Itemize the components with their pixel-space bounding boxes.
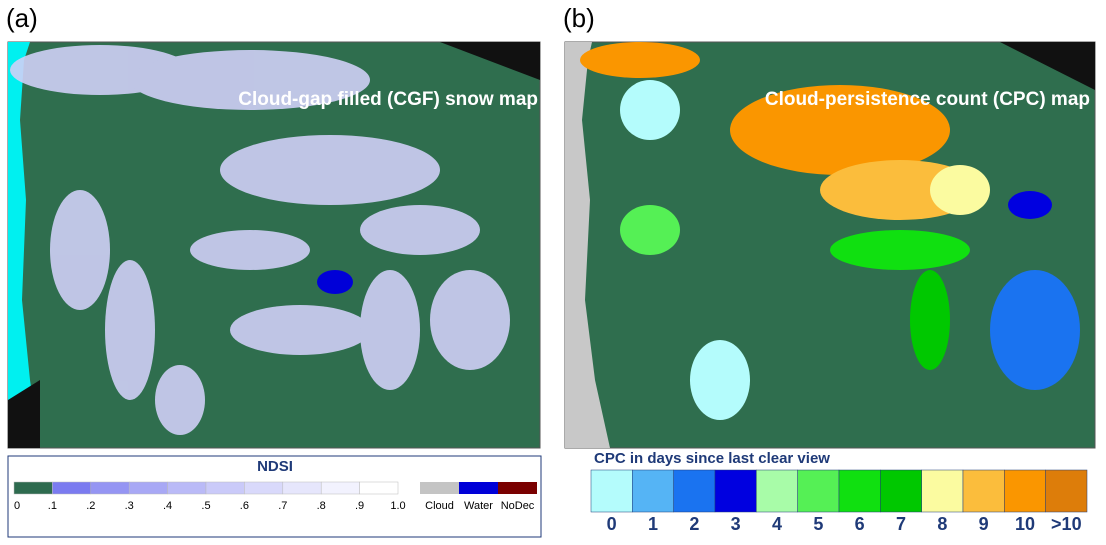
ndsi-tick-label: .9 <box>355 500 364 512</box>
panel-title: Cloud-gap filled (CGF) snow map <box>238 89 538 110</box>
class-swatch <box>459 482 498 494</box>
class-swatch <box>420 482 459 494</box>
ndsi-swatch <box>282 481 322 495</box>
cpc-tick-label: 2 <box>689 514 699 534</box>
ndsi-tick-label: 1.0 <box>390 500 405 512</box>
panel-label: (b) <box>563 3 595 33</box>
ndsi-swatch <box>52 481 92 495</box>
cpc-area <box>620 205 680 255</box>
no-data <box>440 42 540 80</box>
cpc-swatch <box>714 469 757 513</box>
cpc-tick-label: 3 <box>731 514 741 534</box>
class-swatch <box>498 482 537 494</box>
cpc-area <box>990 270 1080 390</box>
ndsi-swatch <box>167 481 207 495</box>
cpc-swatch <box>590 469 633 513</box>
snow-cover <box>10 45 510 435</box>
cpc-swatch <box>880 469 922 513</box>
cpc-swatch <box>673 469 716 513</box>
lake <box>317 270 353 294</box>
cpc-area <box>730 85 950 175</box>
cpc-area <box>580 42 700 78</box>
ndsi-swatch <box>359 481 399 495</box>
map-b <box>564 41 1096 449</box>
cpc-tick-label: 5 <box>813 514 823 534</box>
class-label: Cloud <box>425 500 454 512</box>
ndsi-tick-label: .7 <box>278 500 287 512</box>
cpc-area <box>690 340 750 420</box>
cpc-area <box>930 165 990 215</box>
ocean <box>565 42 610 448</box>
ndsi-tick-label: .4 <box>163 500 172 512</box>
cpc-swatch <box>1045 469 1088 513</box>
ocean <box>8 42 40 448</box>
ndsi-tick-label: 0 <box>14 500 20 512</box>
cpc-tick-label: 0 <box>607 514 617 534</box>
ndsi-swatch <box>244 481 284 495</box>
cpc-area <box>910 270 950 370</box>
dynamic-layer: (a) Cloud-gap filled (CGF) snow map (b) Clo… <box>6 3 1090 534</box>
cpc-area <box>620 80 680 140</box>
cpc-area <box>1008 191 1052 219</box>
cpc-swatch <box>838 469 881 513</box>
cpc-tick-label: 7 <box>896 514 906 534</box>
class-label: Water <box>464 500 493 512</box>
ndsi-tick-label: .8 <box>317 500 326 512</box>
legend-title: CPC in days since last clear view <box>594 450 830 467</box>
cpc-tick-label: 10 <box>1015 514 1035 534</box>
no-data <box>1000 42 1095 90</box>
cpc-tick-label: 4 <box>772 514 782 534</box>
cpc-tick-label: >10 <box>1051 514 1082 534</box>
cpc-area <box>830 230 970 270</box>
cpc-tick-label: 8 <box>937 514 947 534</box>
map-a <box>7 41 541 449</box>
cpc-swatch <box>921 469 964 513</box>
panel-label: (a) <box>6 3 38 33</box>
legend-frame <box>7 455 542 538</box>
ndsi-swatch <box>13 481 53 495</box>
ndsi-swatch <box>320 481 360 495</box>
cpc-swatch <box>962 469 1005 513</box>
ndsi-tick-label: .6 <box>240 500 249 512</box>
cpc-swatch <box>1004 469 1046 513</box>
no-data <box>8 380 40 448</box>
cpc-swatch <box>632 469 674 513</box>
ndsi-tick-label: .2 <box>86 500 95 512</box>
cpc-tick-label: 1 <box>648 514 658 534</box>
ndsi-tick-label: .1 <box>48 500 57 512</box>
cpc-swatch <box>797 469 840 513</box>
cpc-swatch <box>756 469 798 513</box>
ndsi-swatch <box>128 481 168 495</box>
class-label: NoDec <box>501 500 535 512</box>
ndsi-tick-label: .3 <box>125 500 134 512</box>
ndsi-swatch <box>90 481 130 495</box>
cpc-tick-label: 6 <box>855 514 865 534</box>
panel-title: Cloud-persistence count (CPC) map <box>765 89 1090 110</box>
cpc-tick-label: 9 <box>979 514 989 534</box>
ndsi-tick-label: .5 <box>201 500 210 512</box>
ndsi-swatch <box>205 481 245 495</box>
legend-title: NDSI <box>257 458 293 475</box>
